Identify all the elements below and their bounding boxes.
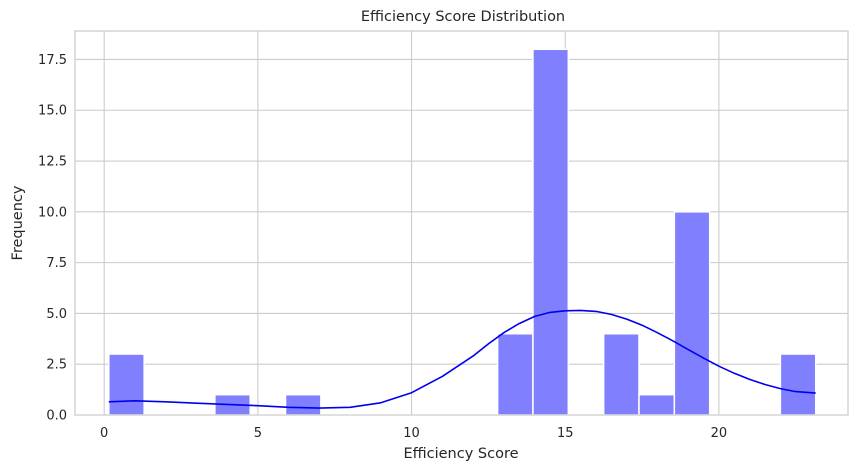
histogram-bar	[638, 393, 676, 416]
histogram-bar	[602, 332, 640, 416]
y-tick-label: 15.0	[38, 104, 67, 119]
x-tick-label: 20	[711, 426, 728, 441]
histogram-bar	[108, 353, 145, 416]
y-tick-label: 7.5	[46, 256, 67, 271]
x-tick-label: 10	[403, 426, 420, 441]
x-axis-label: Efficiency Score	[403, 446, 518, 462]
histogram-bar	[496, 332, 534, 416]
plot-frame	[74, 30, 849, 416]
y-tick-label: 2.5	[46, 358, 67, 373]
grid-lines	[75, 31, 848, 416]
histogram-bar	[284, 393, 322, 416]
y-tick-label: 10.0	[38, 205, 67, 220]
histogram-bar	[779, 353, 817, 416]
kde-curve	[108, 309, 816, 409]
y-tick-label: 17.5	[38, 53, 67, 68]
chart-title: Efficiency Score Distribution	[361, 9, 565, 25]
x-tick-label: 0	[100, 426, 108, 441]
y-tick-label: 12.5	[38, 155, 67, 170]
histogram-bars	[108, 48, 817, 416]
x-tick-label: 5	[254, 426, 262, 441]
histogram-bar	[673, 211, 711, 416]
y-tick-label: 5.0	[46, 307, 67, 322]
kde-curve-group	[108, 309, 816, 409]
y-axis-label: Frequency	[10, 185, 26, 260]
y-tick-labels: 0.0 2.5 5.0 7.5 10.0 12.5 15.0 17.5	[38, 53, 67, 424]
x-tick-labels: 0 5 10 15 20	[100, 426, 727, 441]
y-tick-label: 0.0	[46, 409, 67, 424]
x-tick-label: 15	[557, 426, 574, 441]
histogram-bar	[532, 48, 570, 416]
